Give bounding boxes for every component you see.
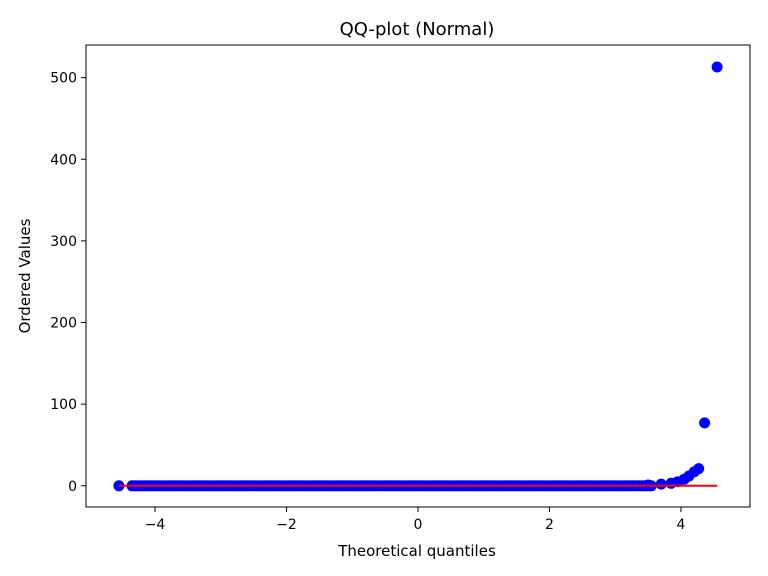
x-tick-label: 4 (677, 517, 686, 533)
y-tick-label: 500 (50, 71, 77, 87)
data-point (711, 61, 723, 73)
x-tick-label: −2 (276, 517, 297, 533)
chart-title: QQ-plot (Normal) (340, 19, 495, 40)
y-tick-label: 400 (50, 152, 77, 168)
y-tick-label: 100 (50, 397, 77, 413)
y-tick-label: 0 (68, 479, 77, 495)
data-point (699, 417, 711, 429)
x-axis-label: Theoretical quantiles (337, 542, 496, 560)
x-tick-label: −4 (145, 517, 166, 533)
x-tick-label: 2 (545, 517, 554, 533)
data-point (655, 478, 667, 490)
y-tick-label: 200 (50, 316, 77, 332)
y-axis-label: Ordered Values (16, 218, 34, 333)
x-tick-label: 0 (414, 517, 423, 533)
y-tick-label: 300 (50, 234, 77, 250)
data-point (693, 463, 705, 475)
axes-frame (85, 44, 751, 508)
